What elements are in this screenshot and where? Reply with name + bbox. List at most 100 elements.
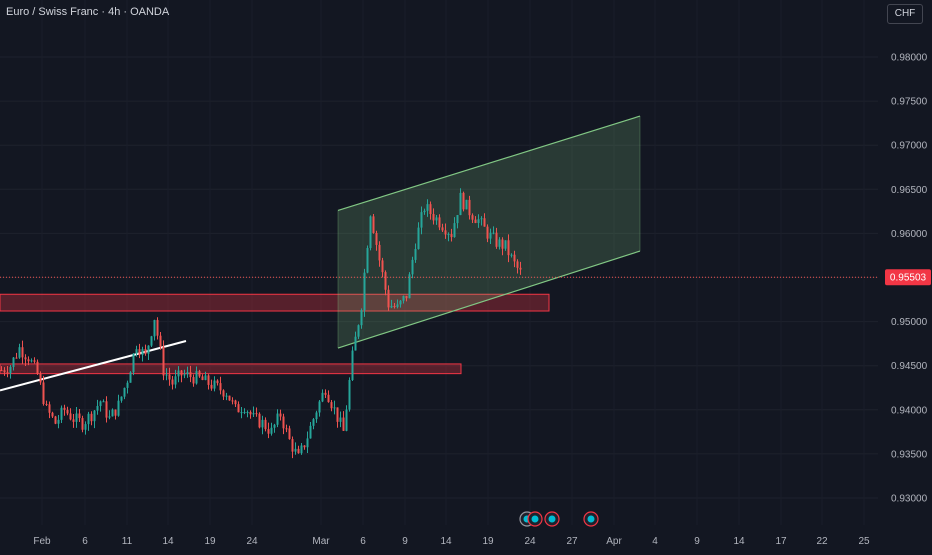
candle-body [12, 357, 15, 367]
last-price-badge [885, 269, 931, 286]
time-tick-label: 19 [482, 536, 494, 547]
channel-fill [338, 116, 640, 349]
candle-body [375, 232, 378, 245]
candle-body [183, 374, 186, 376]
candle-body [381, 260, 384, 273]
time-tick-label: 9 [402, 536, 408, 547]
candle-body [378, 244, 381, 261]
candle-body [81, 418, 84, 430]
currency-button[interactable]: CHF [887, 4, 923, 24]
time-tick-label: 6 [360, 536, 366, 547]
candle-body [342, 417, 345, 431]
candle-body [114, 409, 117, 416]
time-tick-label: 19 [204, 536, 216, 547]
candle-body [372, 216, 375, 233]
price-tick-label: 0.95000 [891, 317, 928, 328]
candle-body [264, 419, 267, 430]
candle-body [192, 377, 195, 384]
candle-body [99, 401, 102, 407]
candle-body [408, 274, 411, 299]
candle-body [480, 218, 483, 220]
candle-body [105, 401, 108, 418]
candle-body [393, 305, 396, 307]
candle-body [144, 349, 147, 354]
price-tick-label: 0.94500 [891, 361, 928, 372]
candle-body [87, 413, 90, 425]
candle-body [498, 239, 501, 247]
candle-body [33, 360, 36, 362]
candle-body [60, 407, 63, 420]
candle-body [102, 401, 105, 403]
candle-body [150, 336, 153, 346]
candle-body [405, 295, 408, 299]
candle-body [417, 227, 420, 250]
candle-body [516, 261, 519, 268]
candle-body [441, 227, 444, 231]
time-tick-label: 4 [652, 536, 658, 547]
candle-body [414, 249, 417, 260]
time-tick-label: 27 [566, 536, 578, 547]
candle-body [165, 374, 168, 376]
candle-body [153, 319, 156, 337]
candle-body [270, 427, 273, 434]
candle-body [333, 407, 336, 409]
candle-body [324, 392, 327, 395]
event-markers[interactable] [519, 511, 599, 527]
candle-body [339, 417, 342, 422]
event-flag-dot [531, 515, 539, 523]
candle-body [186, 372, 189, 375]
candle-body [477, 219, 480, 223]
candle-body [63, 407, 66, 410]
candle-body [282, 416, 285, 429]
candle-body [429, 204, 432, 215]
candle-body [327, 394, 330, 403]
event-flag-dot [548, 515, 556, 523]
time-axis[interactable]: Feb 6 11 14 19 24 Mar 6 9 14 19 24 27 Apr 4 9 14 17 22 25 [33, 536, 870, 547]
candle-body [438, 217, 441, 228]
candle-body [231, 400, 234, 402]
candle-body [51, 412, 54, 417]
candle-body [15, 357, 18, 359]
candle-body [447, 234, 450, 236]
candle-body [48, 404, 51, 413]
candle-body [387, 289, 390, 308]
time-tick-label: 17 [775, 536, 787, 547]
candle-body [72, 419, 75, 422]
candle-body [216, 380, 219, 384]
candle-body [486, 226, 489, 239]
candle-body [306, 438, 309, 448]
candle-body [273, 424, 276, 428]
time-tick-label: 14 [733, 536, 745, 547]
candle-body [213, 380, 216, 389]
candle-body [255, 413, 258, 415]
candle-body [228, 395, 231, 401]
candle-body [432, 214, 435, 221]
candle-body [384, 272, 387, 290]
time-tick-label: 11 [122, 536, 133, 547]
candle-body [444, 230, 447, 235]
price-axis[interactable]: 0.98000 0.97500 0.97000 0.96500 0.96000 0.955… [878, 0, 932, 550]
candle-body [360, 310, 363, 326]
candle-body [147, 345, 150, 354]
candle-body [90, 413, 93, 422]
candle-body [465, 199, 468, 210]
candle-body [291, 439, 294, 452]
candle-body [75, 413, 78, 422]
candle-body [300, 445, 303, 454]
candle-body [276, 413, 279, 425]
candle-body [123, 387, 126, 397]
candle-body [21, 347, 24, 358]
candle-body [111, 409, 114, 417]
candle-body [204, 375, 207, 381]
price-tick-label: 0.96000 [891, 229, 928, 240]
candle-body [171, 379, 174, 385]
candle-body [54, 416, 57, 424]
candle-body [420, 212, 423, 228]
price-tick-label: 0.96500 [891, 185, 928, 196]
candle-body [162, 346, 165, 376]
trendline-drawing [0, 340, 187, 392]
candle-body [78, 413, 81, 419]
candle-body [198, 371, 201, 377]
